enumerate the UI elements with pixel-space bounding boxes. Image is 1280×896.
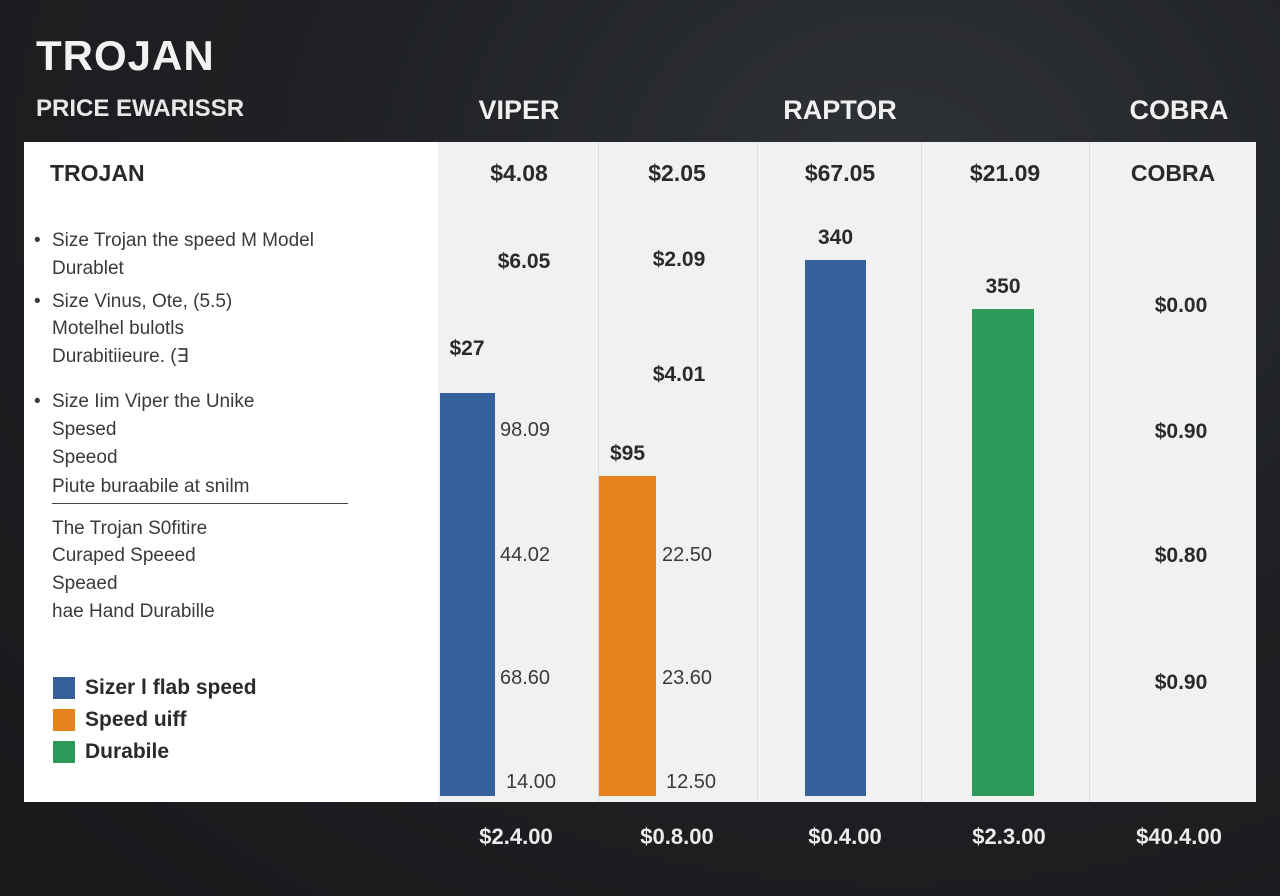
bottom-price: $2.4.00 [479, 824, 553, 849]
value-label: $2.09 [652, 248, 706, 271]
price-head: COBRA [1130, 160, 1216, 186]
axis-tick: 12.50 [666, 771, 717, 793]
bottom-price: $0.8.00 [640, 824, 714, 849]
note-line: Piute buraabile at snilm [52, 476, 250, 497]
note-lower-line: The Trojan S0fitire [52, 518, 208, 539]
column-header-cobra: COBRA [1129, 95, 1229, 125]
note-line: Durabitiieure. (∃ [52, 346, 189, 367]
note-line: Size Vinus, Ote, (5.5) [52, 291, 233, 312]
price-head: $2.05 [648, 160, 706, 186]
axis-tick: 22.50 [662, 544, 713, 566]
legend-label: Durabile [85, 740, 170, 763]
right-value: $0.90 [1154, 671, 1208, 694]
axis-tick: 68.60 [500, 667, 551, 689]
legend-swatch-blue [53, 677, 75, 699]
column-divider [598, 142, 599, 802]
axis-tick: 98.09 [500, 419, 551, 441]
note-line: Speeod [52, 447, 118, 468]
notes-divider [52, 503, 348, 504]
note-bullet: • [34, 230, 41, 251]
bar-value-label: $95 [609, 442, 646, 465]
bottom-price: $0.4.00 [808, 824, 882, 849]
right-value: $0.00 [1154, 294, 1208, 317]
note-line: Size Iim Viper the Unike [52, 391, 255, 412]
column-divider [1089, 142, 1090, 802]
right-value: $0.80 [1154, 544, 1208, 567]
axis-tick: 23.60 [662, 667, 713, 689]
panel-title: TROJAN [50, 160, 145, 186]
price-head: $21.09 [969, 160, 1041, 186]
note-line: Size Trojan the speed M Model [52, 230, 314, 251]
axis-tick: 44.02 [500, 544, 551, 566]
column-divider [921, 142, 922, 802]
value-label: $4.01 [652, 363, 706, 386]
note-line: Durablet [52, 258, 124, 279]
chart-bar [805, 260, 866, 796]
legend-swatch-orange [53, 709, 75, 731]
bar-value-label: $27 [449, 337, 485, 360]
bottom-price: $2.3.00 [972, 824, 1046, 849]
chart-bar [440, 393, 495, 796]
legend-swatch-green [53, 741, 75, 763]
legend-label: Speed uiff [85, 708, 187, 731]
right-value: $0.90 [1154, 420, 1208, 443]
bar-value-label: 350 [985, 275, 1021, 298]
chart-bar [599, 476, 656, 796]
brand-title: TROJAN [36, 32, 215, 79]
price-head: $4.08 [490, 160, 548, 186]
column-divider [757, 142, 758, 802]
note-lower-line: hae Hand Durabille [52, 601, 215, 622]
note-bullet: • [34, 291, 41, 312]
column-header-viper: VIPER [478, 95, 560, 125]
note-lower-line: Curaped Speeed [52, 545, 196, 566]
price-head: $67.05 [804, 160, 876, 186]
value-label: $6.05 [497, 250, 551, 273]
note-line: Motelhel bulotls [52, 318, 185, 339]
note-bullet: • [34, 391, 41, 412]
column-header-raptor: RAPTOR [783, 95, 897, 125]
bar-value-label: 340 [817, 226, 854, 249]
legend-label: Sizer l flab speed [85, 676, 257, 699]
axis-tick: 14.00 [506, 771, 557, 793]
note-line: Spesed [52, 419, 117, 440]
bottom-price: $40.4.00 [1136, 824, 1222, 849]
chart-bar [972, 309, 1034, 796]
note-lower-line: Speaed [52, 573, 118, 594]
brand-subtitle: PRICE EWARISSR [36, 95, 245, 122]
notes-panel [24, 142, 438, 802]
